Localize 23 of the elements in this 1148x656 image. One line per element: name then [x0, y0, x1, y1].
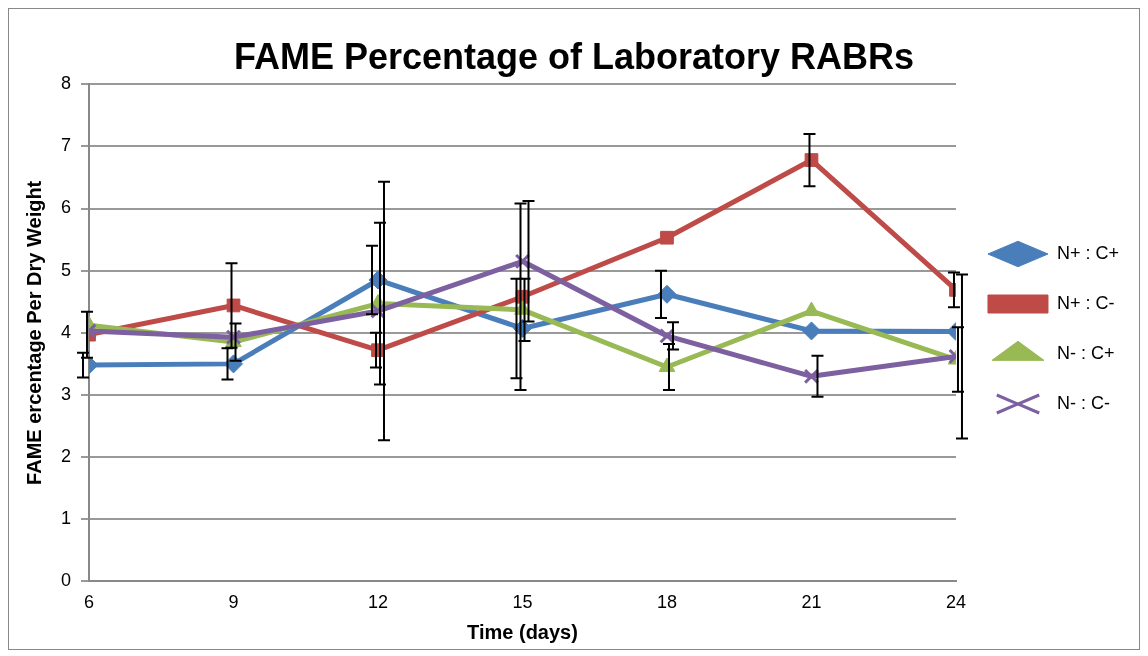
- x-tick-label: 6: [84, 592, 95, 613]
- y-tick-label: 1: [61, 508, 72, 529]
- x-tick-label: 12: [367, 592, 389, 613]
- y-tick-label: 6: [61, 197, 72, 218]
- x-tick-label: 9: [228, 592, 239, 613]
- chart-title: FAME Percentage of Laboratory RABRs: [233, 35, 915, 77]
- y-tick-label: 8: [61, 73, 72, 94]
- y-tick-label: 0: [61, 570, 72, 591]
- legend-label: N+ : C-: [1056, 292, 1115, 313]
- y-tick-label: 4: [61, 321, 72, 342]
- x-axis-title: Time (days): [467, 620, 578, 643]
- y-tick-label: 3: [61, 383, 72, 404]
- x-tick-label: 15: [512, 592, 533, 613]
- y-axis-title: FAME ercentage Per Dry Weight: [22, 180, 45, 485]
- x-tick-label: 24: [945, 592, 966, 613]
- legend-label: N+ : C+: [1056, 242, 1120, 263]
- x-tick-label: 18: [656, 592, 677, 613]
- legend-label: N- : C+: [1056, 342, 1115, 363]
- y-tick-label: 7: [61, 135, 72, 156]
- y-tick-label: 2: [61, 446, 72, 467]
- x-tick-label: 21: [801, 592, 822, 613]
- legend-label: N- : C-: [1056, 392, 1110, 413]
- y-tick-label: 5: [61, 259, 72, 280]
